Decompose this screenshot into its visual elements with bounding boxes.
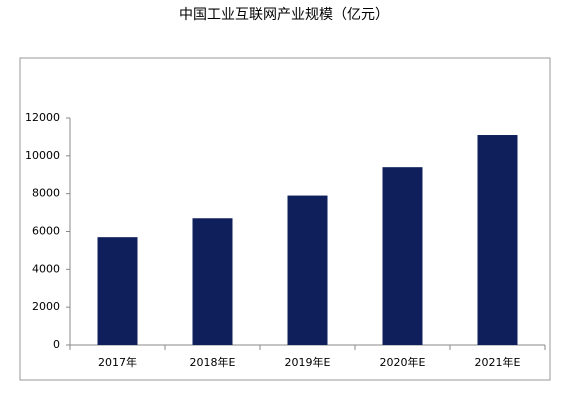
bar (192, 218, 233, 345)
bar (97, 237, 138, 345)
y-tick-label: 10000 (25, 149, 60, 162)
bar (382, 167, 423, 345)
x-tick-label: 2021年E (475, 355, 521, 369)
chart-title: 中国工业互联网产业规模（亿元） (179, 7, 389, 23)
chart-frame (19, 57, 551, 381)
y-tick-label: 4000 (32, 262, 60, 275)
y-tick-label: 6000 (32, 225, 60, 238)
y-tick-label: 8000 (32, 187, 60, 200)
x-tick-label: 2017年 (98, 355, 137, 369)
y-tick-label: 0 (53, 338, 60, 351)
x-tick-label: 2020年E (380, 355, 426, 369)
x-tick-label: 2019年E (285, 355, 331, 369)
bar (477, 135, 518, 345)
x-tick-label: 2018年E (190, 355, 236, 369)
y-tick-label: 2000 (32, 300, 60, 313)
y-tick-label: 12000 (25, 111, 60, 124)
bar (287, 195, 328, 345)
